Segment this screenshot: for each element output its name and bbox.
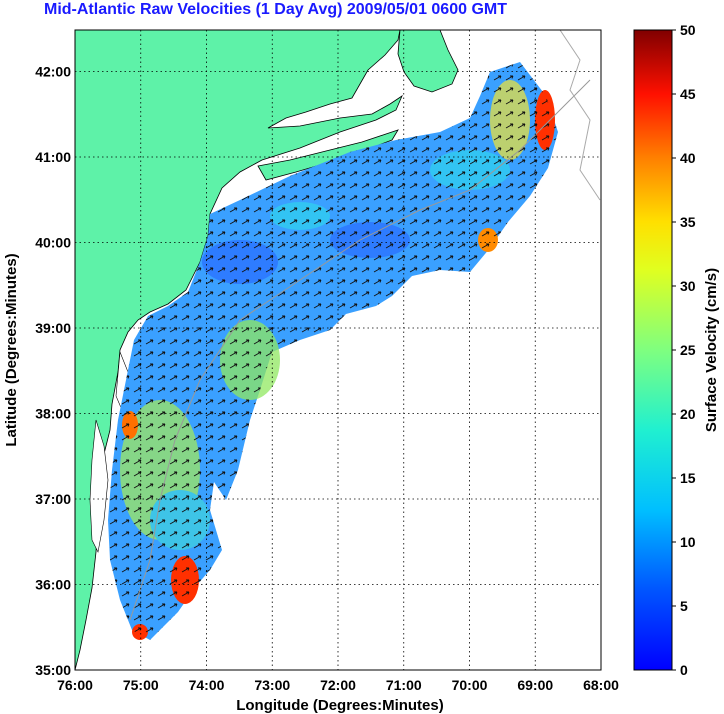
colorbar-tick-label: 0	[680, 662, 688, 678]
y-tick-label: 42:00	[35, 64, 71, 80]
x-tick-label: 72:00	[320, 677, 356, 693]
colorbar-tick-label: 30	[680, 278, 696, 294]
grid-lines	[75, 30, 601, 670]
y-tick-label: 36:00	[35, 577, 71, 593]
chesapeake-bay	[89, 419, 109, 553]
map-title: Mid-Atlantic Raw Velocities (1 Day Avg) …	[44, 1, 507, 18]
colorbar-tick-label: 10	[680, 534, 696, 550]
colorbar-tick-label: 50	[680, 22, 696, 38]
x-axis-label: Longitude (Degrees:Minutes)	[236, 697, 444, 714]
y-tick-labels: 35:00 36:00 37:00 38:00 39:00 40:00 41:00 42:00	[35, 64, 71, 679]
cape-cod	[397, 30, 459, 93]
y-tick-label: 37:00	[35, 491, 71, 507]
y-axis-label: Latitude (Degrees:Minutes)	[3, 253, 20, 446]
y-tick-label: 38:00	[35, 406, 71, 422]
x-tick-label: 75:00	[123, 677, 159, 693]
colorbar-tick-label: 25	[680, 342, 696, 358]
y-tick-label: 39:00	[35, 320, 71, 336]
colorbar-tick-label: 35	[680, 214, 696, 230]
colorbar-tick-label: 20	[680, 406, 696, 422]
x-tick-label: 76:00	[57, 677, 93, 693]
colorbar-tick-label: 5	[680, 598, 688, 614]
y-tick-label: 40:00	[35, 235, 71, 251]
bathymetry-contour	[129, 79, 591, 621]
colorbar-label: Surface Velocity (cm/s)	[703, 268, 720, 432]
plot-border	[74, 29, 602, 671]
x-tick-label: 69:00	[517, 677, 553, 693]
colorbar	[633, 29, 673, 671]
x-tick-label: 73:00	[254, 677, 290, 693]
y-tick-label: 41:00	[35, 149, 71, 165]
x-tick-label: 74:00	[189, 677, 225, 693]
colorbar-tick-labels: 0 5 10 15 20 25 30 35 40 45 50	[672, 22, 696, 678]
long-island	[257, 129, 399, 181]
colorbar-tick-label: 40	[680, 150, 696, 166]
x-tick-label: 68:00	[583, 677, 619, 693]
x-tick-label: 70:00	[452, 677, 488, 693]
x-tick-labels: 76:00 75:00 74:00 73:00 72:00 71:00 70:00 69:00…	[57, 677, 619, 693]
velocity-vectors	[108, 62, 558, 640]
colorbar-tick-label: 15	[680, 470, 696, 486]
y-tick-label: 35:00	[35, 662, 71, 678]
colorbar-tick-label: 45	[680, 86, 696, 102]
x-tick-label: 71:00	[386, 677, 422, 693]
bathymetry-contour	[559, 30, 601, 201]
